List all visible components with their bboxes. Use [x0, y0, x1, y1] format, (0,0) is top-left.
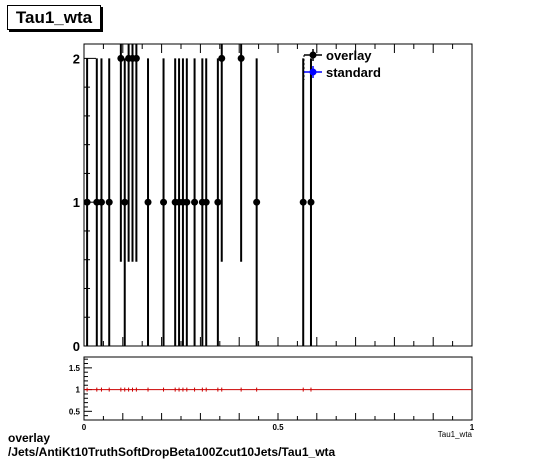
- data-point: [214, 198, 222, 206]
- ratio-y-tick-label: 1: [76, 386, 81, 395]
- data-point: [83, 198, 91, 206]
- data-point: [97, 198, 105, 206]
- y-tick-label: 0: [73, 339, 80, 354]
- ratio-x-axis-label: Tau1_wta: [438, 430, 473, 439]
- y-tick-label: 2: [73, 51, 80, 66]
- legend-marker: [309, 68, 317, 76]
- data-point: [160, 198, 168, 206]
- data-point: [183, 198, 191, 206]
- ratio-x-tick-label: 1: [470, 423, 475, 432]
- y-tick-label: 1: [73, 195, 80, 210]
- caption-line-2: /Jets/AntiKt10TruthSoftDropBeta100Zcut10…: [8, 445, 336, 459]
- data-point: [132, 54, 140, 62]
- ratio-y-tick-label: 1.5: [69, 364, 81, 373]
- ratio-x-tick-label: 0: [82, 423, 87, 432]
- data-point: [237, 54, 245, 62]
- data-point: [191, 198, 199, 206]
- data-point: [218, 54, 226, 62]
- data-point: [307, 198, 315, 206]
- data-point: [202, 198, 210, 206]
- legend-label: overlay: [326, 48, 372, 63]
- plot-frame: [83, 43, 473, 347]
- legend-label: standard: [326, 65, 381, 80]
- legend-marker: [309, 51, 317, 59]
- ratio-frame: [83, 356, 473, 421]
- data-point: [299, 198, 307, 206]
- main-panel: 0 1 2: [73, 43, 473, 354]
- caption-line-1: overlay: [8, 431, 51, 445]
- ratio-x-tick-label: 0.5: [272, 423, 284, 432]
- data-point: [105, 198, 113, 206]
- legend: overlay standard: [303, 48, 381, 80]
- data-point: [117, 54, 125, 62]
- data-point: [121, 198, 129, 206]
- data-point: [144, 198, 152, 206]
- ratio-y-tick-label: 0.5: [69, 407, 81, 416]
- plot-title: Tau1_wta: [7, 5, 101, 30]
- data-point: [253, 198, 261, 206]
